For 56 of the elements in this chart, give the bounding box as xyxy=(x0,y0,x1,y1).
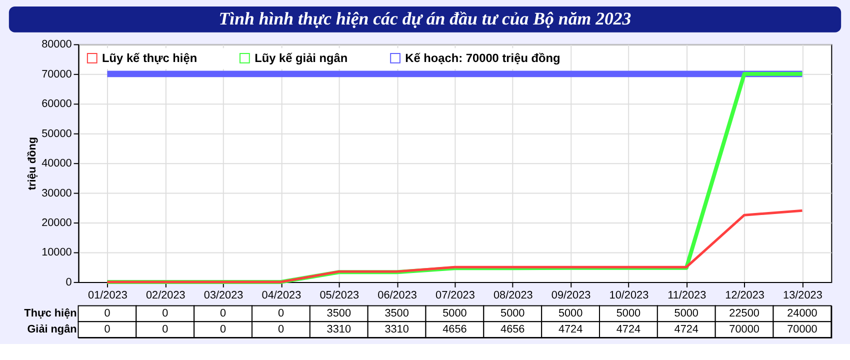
data-label: 4724 xyxy=(616,323,641,336)
data-label: 4656 xyxy=(500,323,525,336)
data-label: 70000 xyxy=(729,323,760,336)
data-label: 3500 xyxy=(384,308,409,320)
data-label: 0 xyxy=(220,308,226,320)
data-label: 22500 xyxy=(729,308,760,320)
legend-label: Lũy kế giải ngân xyxy=(254,51,348,66)
legend-label: Kế hoạch: 70000 triệu đồng xyxy=(405,51,560,66)
data-label: 5000 xyxy=(500,308,525,320)
data-label: 0 xyxy=(278,308,284,320)
x-tick-label: 04/2023 xyxy=(262,289,302,302)
x-tick-label: 06/2023 xyxy=(378,289,417,302)
data-label: 24000 xyxy=(787,308,818,320)
data-label: 5000 xyxy=(558,308,583,320)
y-axis-title: triệu đồng xyxy=(26,136,39,190)
text: Thực hiện xyxy=(24,308,77,320)
data-label: 4724 xyxy=(674,323,698,336)
data-label: 0 xyxy=(162,323,168,336)
y-tick-label: 50000 xyxy=(42,128,72,140)
legend-label: Lũy kế thực hiện xyxy=(102,51,198,66)
line-series xyxy=(106,209,804,284)
x-tick-label: 01/2023 xyxy=(88,289,128,302)
data-label: 70000 xyxy=(787,323,818,336)
x-tick-label: 09/2023 xyxy=(551,289,591,302)
data-label: 5000 xyxy=(674,308,698,320)
x-tick-label: 11/2023 xyxy=(668,289,706,302)
data-label: 3310 xyxy=(384,323,409,336)
x-tick-label: 08/2023 xyxy=(493,289,533,302)
y-tick-label: 10000 xyxy=(42,246,72,259)
data-label: 0 xyxy=(162,308,168,320)
data-label: 0 xyxy=(220,323,226,336)
data-label: 0 xyxy=(104,323,110,336)
x-tick-label: 05/2023 xyxy=(320,289,360,302)
data-label: 3500 xyxy=(326,308,351,320)
chart-title: Tình hình thực hiện các dự án đầu tư của Bộ năm 2023 xyxy=(218,8,632,28)
x-tick-label: 03/2023 xyxy=(204,289,244,302)
data-label: 4724 xyxy=(558,323,583,336)
y-tick-label: 60000 xyxy=(42,98,72,110)
x-tick-label: 13/2023 xyxy=(783,289,822,302)
y-tick-label: 0 xyxy=(66,276,72,288)
text: Giải ngân xyxy=(27,323,77,336)
y-tick-label: 70000 xyxy=(42,68,72,80)
data-label: 0 xyxy=(104,308,110,320)
x-tick-label: 12/2023 xyxy=(725,289,764,302)
y-tick-label: 40000 xyxy=(42,158,72,170)
data-label: 5000 xyxy=(442,308,467,320)
data-label: 3310 xyxy=(326,323,351,336)
data-label: 0 xyxy=(278,323,284,336)
x-tick-label: 07/2023 xyxy=(436,289,475,302)
y-tick-label: 20000 xyxy=(42,216,72,229)
data-label: 5000 xyxy=(616,308,641,320)
y-tick-label: 30000 xyxy=(42,187,72,200)
y-tick-label: 80000 xyxy=(42,38,72,51)
x-tick-label: 02/2023 xyxy=(146,289,186,302)
data-label: 4656 xyxy=(442,323,467,336)
x-tick-label: 10/2023 xyxy=(609,289,649,302)
